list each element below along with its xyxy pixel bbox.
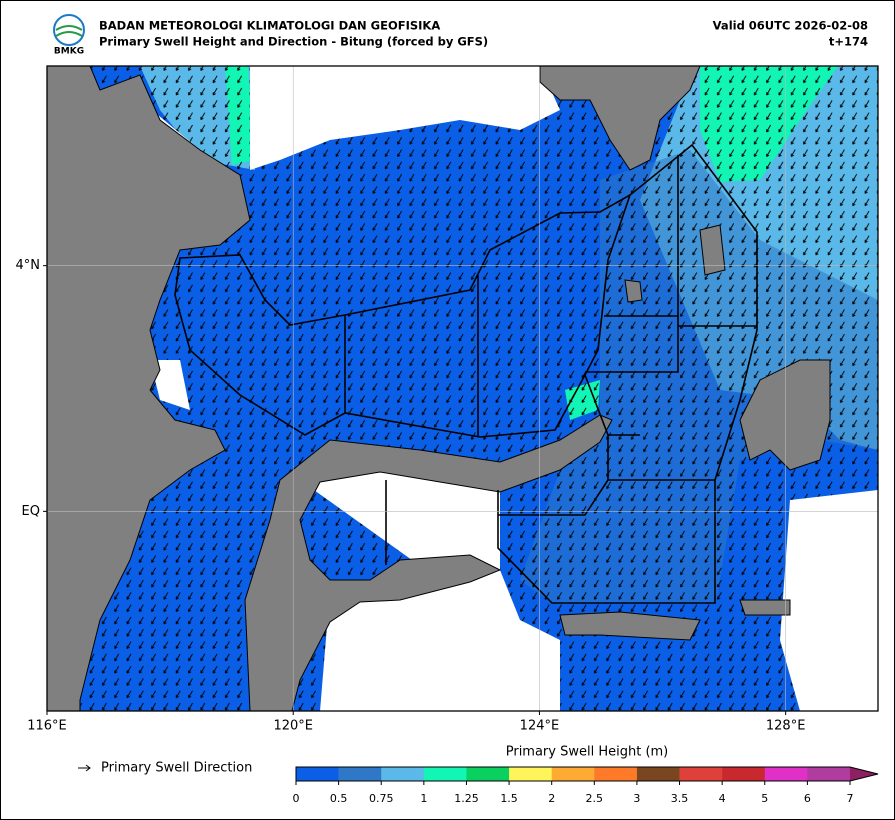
colorbar-frame xyxy=(295,766,879,782)
colorbar-tick-label: 3 xyxy=(633,792,640,805)
colorbar-tick-label: 2 xyxy=(548,792,555,805)
colorbar-bin xyxy=(679,767,723,781)
land xyxy=(244,414,613,711)
colorbar-tick-label: 1.5 xyxy=(500,792,518,805)
colorbar-tick-label: 1.25 xyxy=(454,792,479,805)
x-tick-label: 124°E xyxy=(520,719,560,734)
y-tick-label: EQ xyxy=(22,504,40,519)
colorbar-bin xyxy=(423,767,467,781)
agency: BADAN METEOROLOGI KLIMATOLOGI DAN GEOFIS… xyxy=(99,19,440,33)
colorbar-tick-label: 5 xyxy=(761,792,768,805)
map xyxy=(47,66,878,711)
colorbar-bin xyxy=(551,767,595,781)
land xyxy=(47,66,251,711)
colorbar-extend xyxy=(850,767,878,781)
colorbar-bin xyxy=(807,767,851,781)
colorbar-tick-label: 2.5 xyxy=(586,792,604,805)
colorbar-tick-label: 4 xyxy=(719,792,726,805)
colorbar-tick-label: 3.5 xyxy=(671,792,689,805)
logo: BMKG xyxy=(53,14,85,57)
region-boundary xyxy=(385,143,758,604)
lead-time: t+174 xyxy=(829,35,868,49)
colorbar-bin xyxy=(764,767,808,781)
colorbar-bin xyxy=(509,767,552,781)
colorbar-bin xyxy=(296,767,339,781)
no-data xyxy=(140,66,878,711)
colorbar-bin xyxy=(594,767,638,781)
colorbar-bin xyxy=(381,767,425,781)
x-tick-label: 120°E xyxy=(273,719,313,734)
land xyxy=(559,224,831,641)
colorbar-tick-label: 0.5 xyxy=(330,792,348,805)
logo-text: BMKG xyxy=(54,47,84,57)
map-frame xyxy=(46,65,879,712)
colorbar-tick-label: 1 xyxy=(420,792,427,805)
legend-arrow xyxy=(85,764,91,772)
colorbar-tick-label: 0 xyxy=(293,792,300,805)
colorbar-tick-label: 7 xyxy=(847,792,854,805)
colorbar-bin xyxy=(466,767,510,781)
map-title: Primary Swell Height and Direction - Bit… xyxy=(99,35,488,49)
colorbar-label: Primary Swell Height (m) xyxy=(506,745,669,760)
legend-label: Primary Swell Direction xyxy=(101,761,252,776)
valid-time: Valid 06UTC 2026-02-08 xyxy=(713,19,868,33)
colorbar-bin xyxy=(722,767,766,781)
region-boundary xyxy=(174,193,632,438)
colorbar-tick-label: 6 xyxy=(804,792,811,805)
land xyxy=(539,66,701,171)
colorbar-bin xyxy=(338,767,382,781)
x-tick-label: 128°E xyxy=(766,719,806,734)
colorbar-tick-label: 0.75 xyxy=(369,792,394,805)
x-tick-label: 116°E xyxy=(27,719,67,734)
colorbar-bin xyxy=(636,767,680,781)
y-tick-label: 4°N xyxy=(16,258,41,273)
